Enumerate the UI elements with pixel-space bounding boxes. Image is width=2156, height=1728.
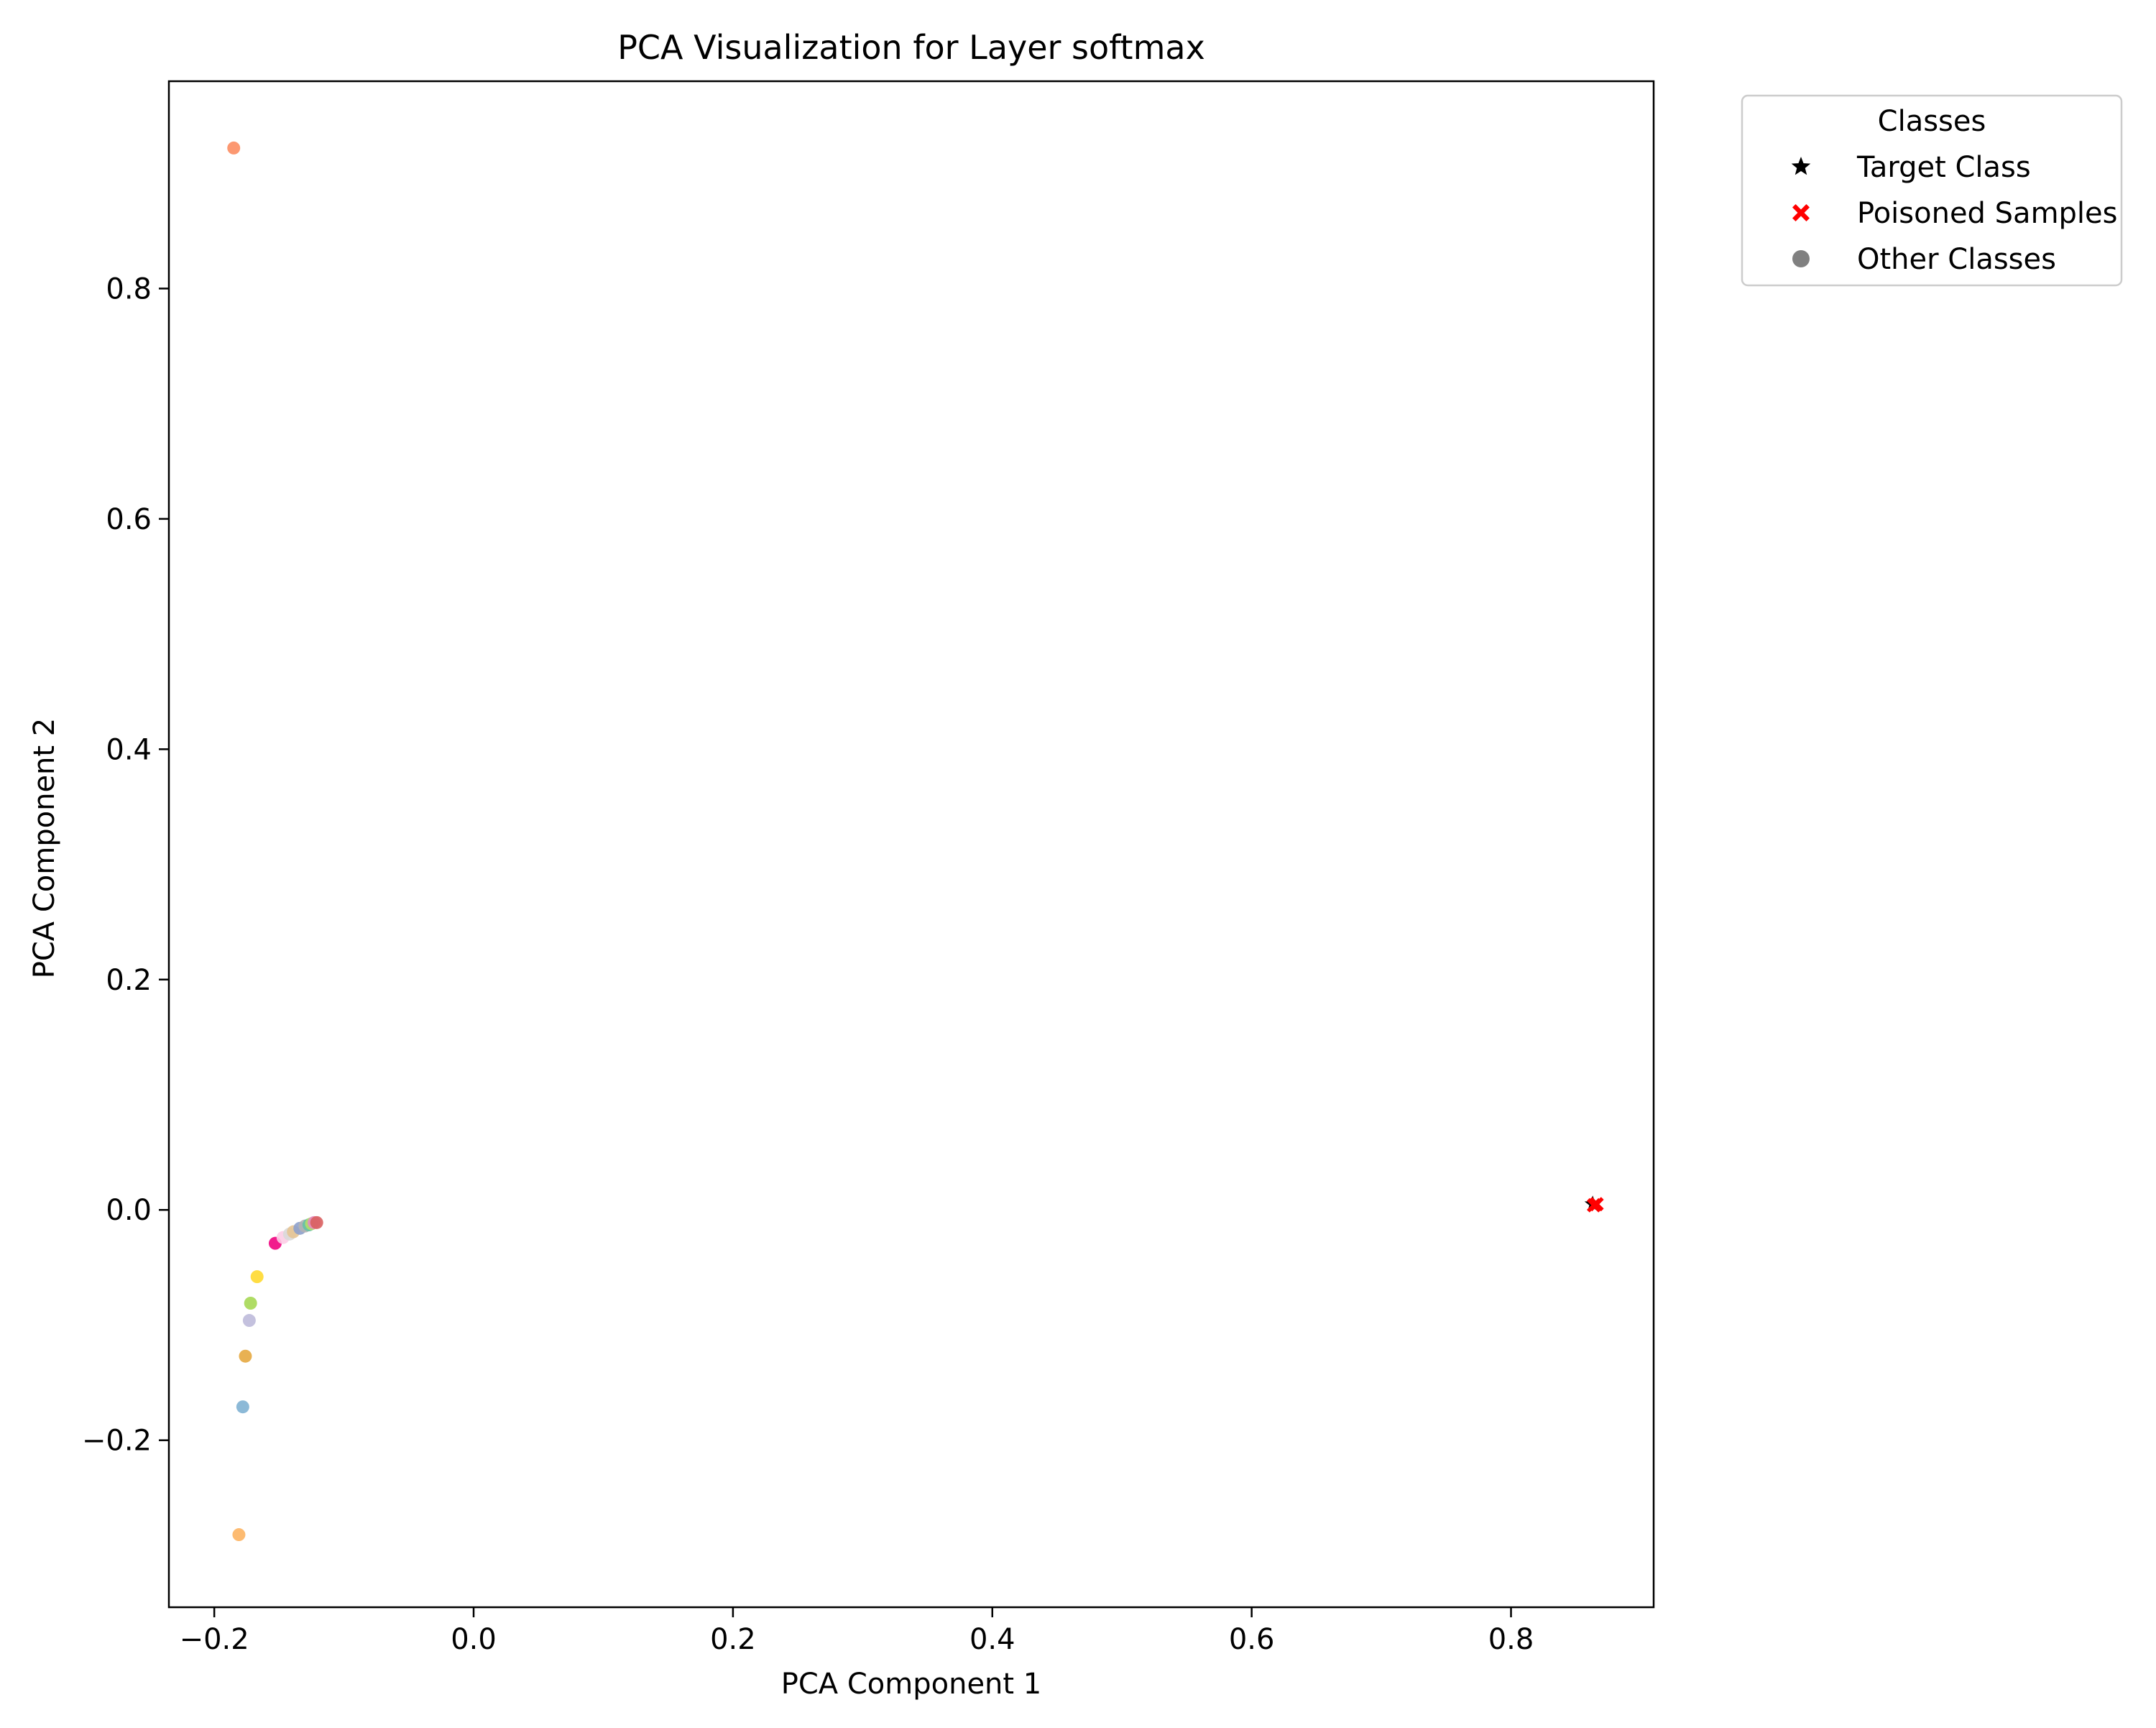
legend-marker-poisoned-samples	[1792, 204, 1810, 221]
legend-title: Classes	[1878, 105, 1986, 138]
other-classes-point	[236, 1400, 249, 1414]
x-axis-ticks: −0.2 0.0 0.2 0.4 0.6 0.8	[180, 1607, 1534, 1656]
other-classes-point	[250, 1270, 264, 1284]
legend-label-target-class: Target Class	[1856, 151, 2031, 184]
scatter-points	[227, 141, 1604, 1542]
x-tick-label: −0.2	[180, 1623, 249, 1656]
y-tick-label: 0.0	[106, 1194, 152, 1227]
legend-label-poisoned-samples: Poisoned Samples	[1857, 197, 2117, 230]
x-tick-label: 0.6	[1229, 1623, 1275, 1656]
legend-entries: Target Class Poisoned Samples Other Classe…	[1791, 151, 2117, 276]
other-classes-point	[232, 1528, 246, 1542]
y-tick-label: 0.2	[106, 964, 152, 997]
x-tick-label: 0.4	[969, 1623, 1015, 1656]
y-tick-label: 0.6	[106, 503, 152, 536]
other-classes-point	[242, 1314, 256, 1328]
legend-box	[1741, 94, 2123, 287]
other-classes-point	[239, 1349, 252, 1363]
legend: Classes Target Class Poisoned Samples Othe…	[1741, 94, 2123, 287]
y-tick-label: −0.2	[82, 1425, 152, 1458]
y-tick-label: 0.4	[106, 733, 152, 766]
other-classes-point	[310, 1215, 323, 1229]
other-classes-point	[244, 1297, 257, 1310]
y-axis-ticks: −0.2 0.0 0.2 0.4 0.6 0.8	[82, 272, 169, 1458]
x-axis-label: PCA Component 1	[781, 1668, 1042, 1701]
chart-title: PCA Visualization for Layer softmax	[617, 28, 1205, 67]
x-tick-label: 0.8	[1488, 1623, 1534, 1656]
y-axis-label: PCA Component 2	[28, 718, 61, 979]
other-classes-point	[227, 141, 241, 155]
y-tick-label: 0.8	[106, 272, 152, 305]
legend-marker-other-classes	[1792, 250, 1810, 267]
x-tick-label: 0.0	[451, 1623, 497, 1656]
poisoned-samples-point	[1589, 1197, 1604, 1212]
x-tick-label: 0.2	[710, 1623, 756, 1656]
legend-label-other-classes: Other Classes	[1857, 243, 2056, 276]
plot-area-frame	[167, 80, 1655, 1609]
legend-marker-target-class	[1791, 157, 1811, 175]
